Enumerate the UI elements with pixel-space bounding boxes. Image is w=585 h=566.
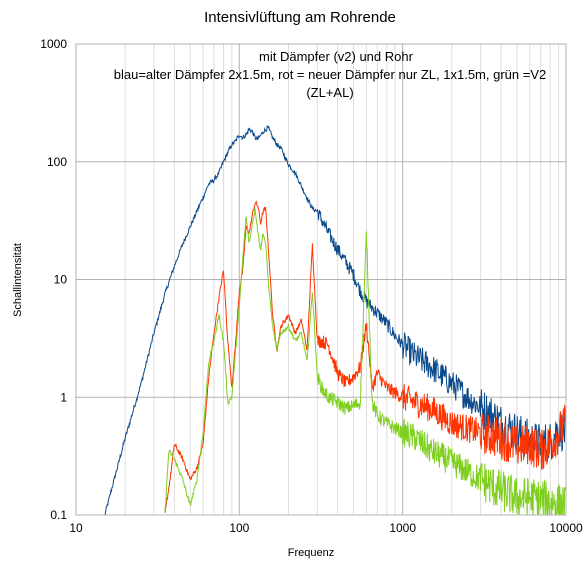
x-tick-label: 10 [69, 521, 83, 535]
x-axis-label: Frequenz [288, 547, 334, 559]
y-tick-label: 1000 [40, 37, 67, 51]
annotation-line: mit Dämpfer (v2) und Rohr [259, 49, 414, 64]
y-tick-label: 100 [47, 155, 67, 169]
y-tick-label: 0.1 [50, 508, 67, 522]
tick-labels: 10 100 1000 10000 1000 100 10 1 0.1 [40, 37, 583, 535]
plot-frame [75, 43, 567, 516]
y-axis-label: Schallintensität [12, 243, 24, 317]
chart-title: Intensivlüftung am Rohrende [204, 9, 396, 26]
series-line-2 [164, 208, 566, 515]
annotation: mit Dämpfer (v2) und Rohr blau=alter Dämp… [114, 49, 546, 100]
y-tick-label: 10 [54, 273, 68, 287]
x-tick-label: 10000 [549, 521, 583, 535]
series-line-0 [104, 125, 566, 515]
series-group [104, 125, 566, 515]
annotation-line: (ZL+AL) [306, 85, 353, 100]
annotation-line: blau=alter Dämpfer 2x1.5m, rot = neuer D… [114, 67, 546, 82]
x-tick-label: 1000 [389, 521, 416, 535]
y-tick-label: 1 [60, 390, 67, 404]
series-line-1 [164, 200, 566, 513]
x-tick-label: 100 [229, 521, 249, 535]
